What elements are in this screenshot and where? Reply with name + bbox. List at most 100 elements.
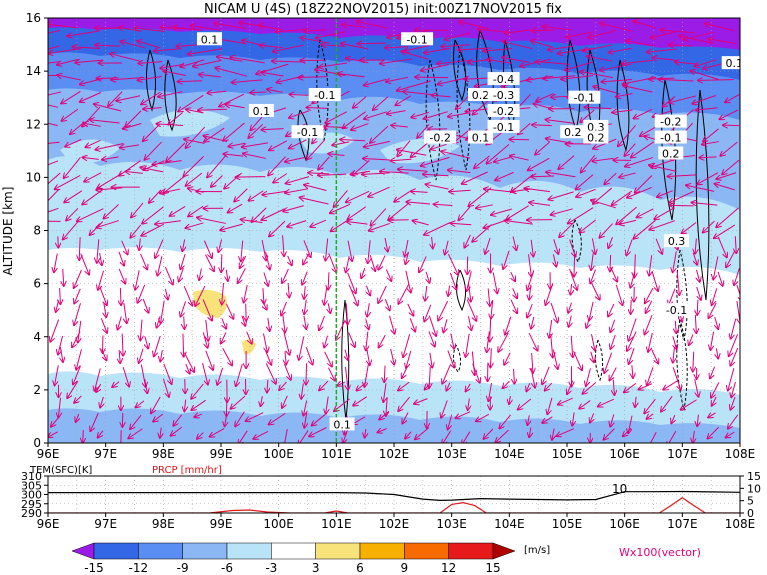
wind-vector: [484, 428, 494, 439]
wind-vector: [661, 30, 695, 33]
sub-x-tick-label: 104E: [494, 517, 525, 531]
wind-vector: [48, 431, 58, 437]
wind-vector: [56, 300, 59, 311]
wind-vector: [552, 349, 557, 369]
wind-vector: [661, 395, 673, 411]
wind-vector: [303, 253, 310, 265]
wind-vector: [163, 71, 186, 76]
wind-vector: [137, 284, 146, 303]
wind-vector: [261, 129, 284, 130]
wind-vector: [261, 239, 266, 260]
wind-vector: [184, 155, 204, 176]
wind-vector: [160, 188, 181, 193]
wind-vector: [623, 86, 653, 93]
wind-vector: [697, 414, 698, 426]
wind-vector: [553, 239, 559, 254]
wind-vector: [495, 429, 509, 442]
main-y-tick-label: 4: [33, 330, 41, 344]
wind-vector: [85, 139, 101, 147]
wind-vector: [654, 207, 675, 219]
wind-vector: [287, 220, 307, 227]
wind-vector: [432, 95, 451, 97]
wind-vector: [637, 208, 654, 218]
wind-vector: [459, 21, 489, 30]
wind-vector: [263, 288, 264, 303]
wind-vector: [250, 92, 267, 93]
wind-vector: [156, 124, 184, 126]
wind-vector: [476, 205, 493, 208]
wind-vector: [98, 430, 104, 438]
wind-vector: [631, 300, 632, 314]
wind-vector: [98, 270, 105, 290]
wind-vector: [273, 44, 304, 51]
wind-vector: [397, 140, 411, 157]
wind-vector: [345, 349, 348, 361]
wind-vector: [697, 172, 719, 185]
wind-vector: [380, 58, 412, 64]
contour-label: -0.3: [493, 89, 514, 102]
colorbar-tick-label: -12: [129, 561, 149, 575]
wind-vector: [398, 169, 427, 171]
wind-vector: [681, 399, 697, 410]
wind-vector: [414, 398, 428, 404]
wind-vector: [353, 396, 368, 406]
wind-vector: [57, 75, 81, 81]
wind-vector: [101, 349, 107, 360]
wind-vector: [48, 29, 61, 34]
wind-vector: [205, 254, 213, 272]
wind-vector: [135, 270, 140, 289]
wind-vector: [48, 188, 60, 202]
wind-vector: [78, 320, 81, 342]
wind-vector: [604, 352, 613, 373]
wind-vector: [610, 319, 616, 332]
wind-vector: [710, 331, 713, 350]
wind-vector: [505, 29, 531, 33]
wind-vector: [104, 302, 106, 317]
sub-x-tick-label: 100E: [263, 517, 294, 531]
wind-vector: [486, 60, 512, 64]
wind-vector: [285, 188, 308, 193]
wind-vector: [449, 190, 471, 191]
wind-vector: [263, 272, 268, 285]
wind-vector: [423, 174, 449, 176]
wind-vector: [558, 397, 573, 404]
wind-vector: [630, 271, 636, 287]
wind-vector: [95, 45, 120, 46]
wind-vector: [703, 128, 719, 142]
wind-vector: [238, 430, 248, 443]
wind-vector: [714, 224, 736, 238]
wind-vector: [48, 207, 59, 213]
wind-vector: [587, 56, 612, 62]
wind-vector: [715, 316, 718, 329]
wind-vector: [345, 366, 348, 390]
wind-vector: [208, 91, 227, 93]
wind-vector: [586, 315, 591, 328]
wind-vector: [300, 197, 329, 205]
colorbar-tick-label: 6: [356, 561, 364, 575]
wind-vector: [632, 365, 633, 378]
contour-label: 0.1: [472, 132, 490, 145]
wind-vector: [446, 382, 449, 391]
wind-vector: [398, 396, 410, 411]
contour-label: -0.2: [660, 116, 681, 129]
wind-vector: [155, 239, 164, 258]
contour-label: -0.2: [429, 132, 450, 145]
wind-vector: [261, 299, 267, 309]
wind-vector: [527, 415, 529, 425]
wind-vector: [346, 256, 350, 272]
wind-vector: [715, 184, 735, 191]
wind-vector: [405, 251, 408, 264]
wind-vector: [702, 142, 719, 145]
wind-vector: [193, 59, 222, 66]
wind-vector: [134, 28, 165, 32]
wind-vector: [283, 332, 289, 355]
wind-vector: [398, 381, 410, 390]
wind-vector: [145, 141, 162, 160]
wind-vector: [252, 207, 267, 222]
sub-right-tick-label: 5: [747, 495, 754, 508]
wind-vector: [303, 400, 306, 416]
wind-vector: [265, 363, 276, 383]
main-y-tick-label: 14: [26, 64, 41, 78]
sub-x-tick-label: 103E: [436, 517, 467, 531]
